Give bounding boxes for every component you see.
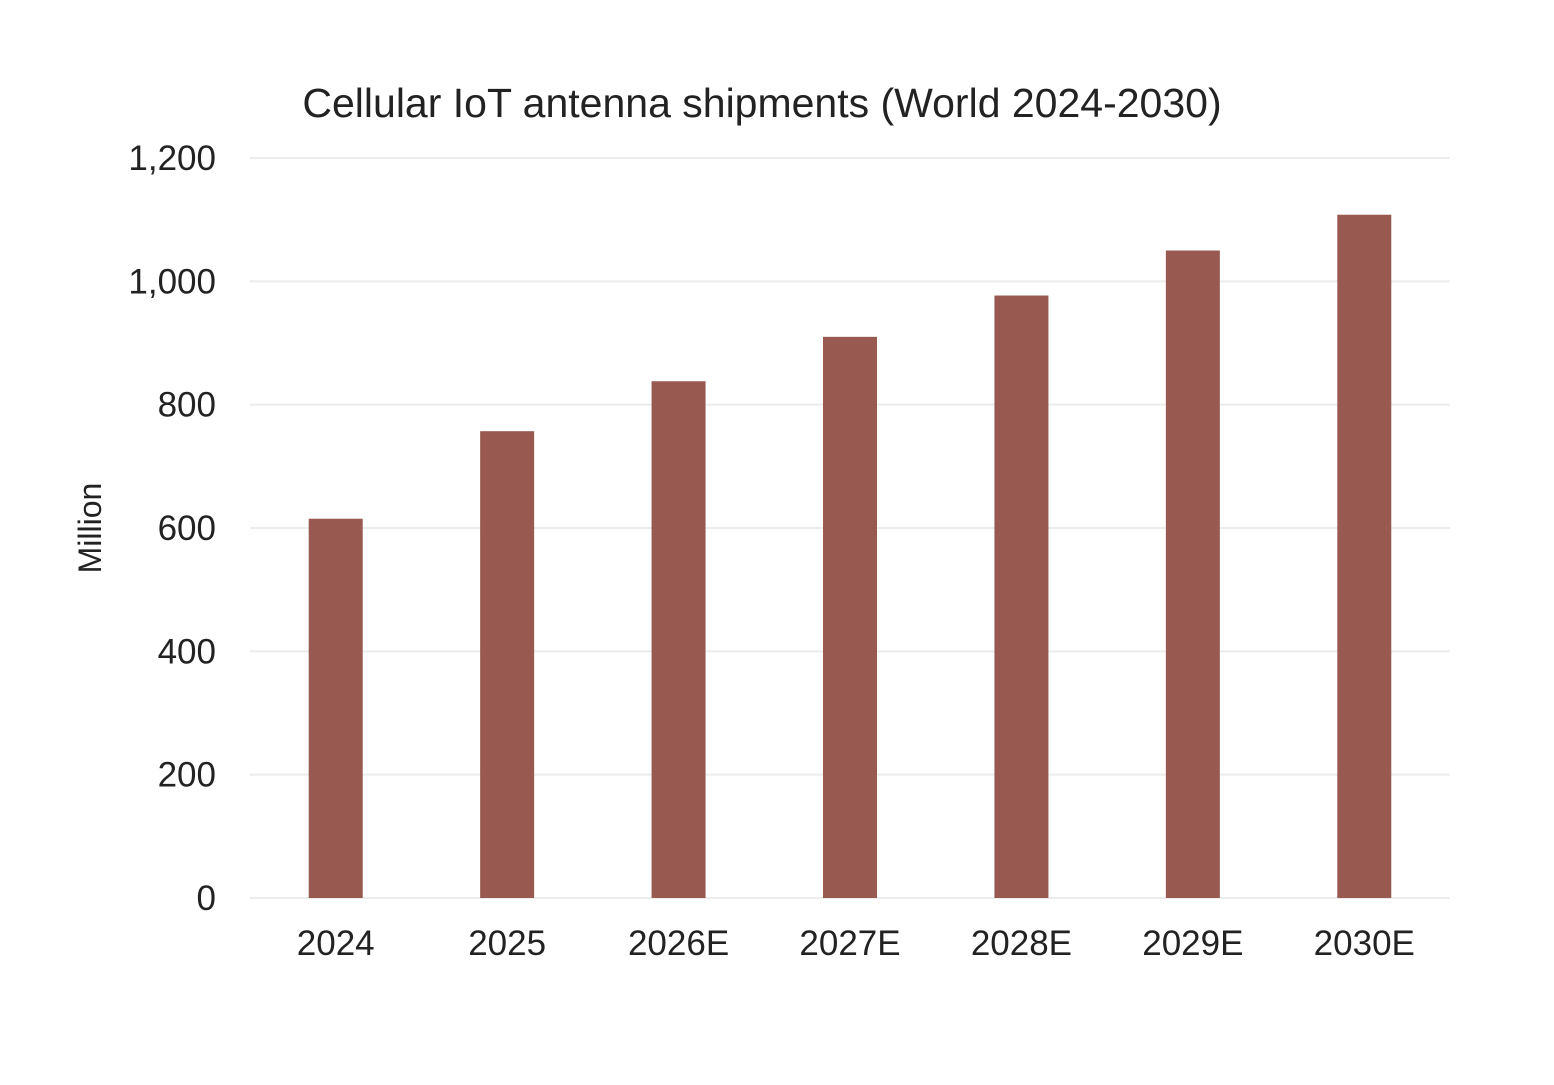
bar-2025 [480,431,535,898]
y-axis-ticks: 0 200 400 600 800 1,000 1,200 [128,139,216,918]
x-axis-ticks: 2024 2025 2026E 2027E 2028E 2029E 2030E [297,924,1415,963]
y-axis-title: Million [72,483,108,574]
bar-2026e [651,381,706,898]
x-tick-label: 2027E [799,924,900,963]
bar-2027e [823,336,877,898]
y-tick-label: 0 [197,879,216,918]
y-tick-label: 800 [158,386,216,425]
x-tick-label: 2030E [1314,924,1415,963]
x-tick-label: 2026E [628,924,729,963]
y-tick-label: 1,000 [128,262,216,301]
y-tick-label: 200 [158,756,216,795]
bars [308,214,1392,898]
bar-2029e [1165,250,1220,898]
bar-2024 [308,518,363,898]
y-tick-label: 1,200 [128,139,216,178]
chart-title: Cellular IoT antenna shipments (World 20… [302,80,1221,126]
x-tick-label: 2029E [1142,924,1243,963]
x-tick-label: 2028E [971,924,1072,963]
x-tick-label: 2025 [468,924,546,963]
bar-2028e [994,295,1049,898]
y-tick-label: 600 [158,509,216,548]
x-tick-label: 2024 [297,924,375,963]
bar-2030e [1337,214,1392,898]
y-tick-label: 400 [158,632,216,671]
